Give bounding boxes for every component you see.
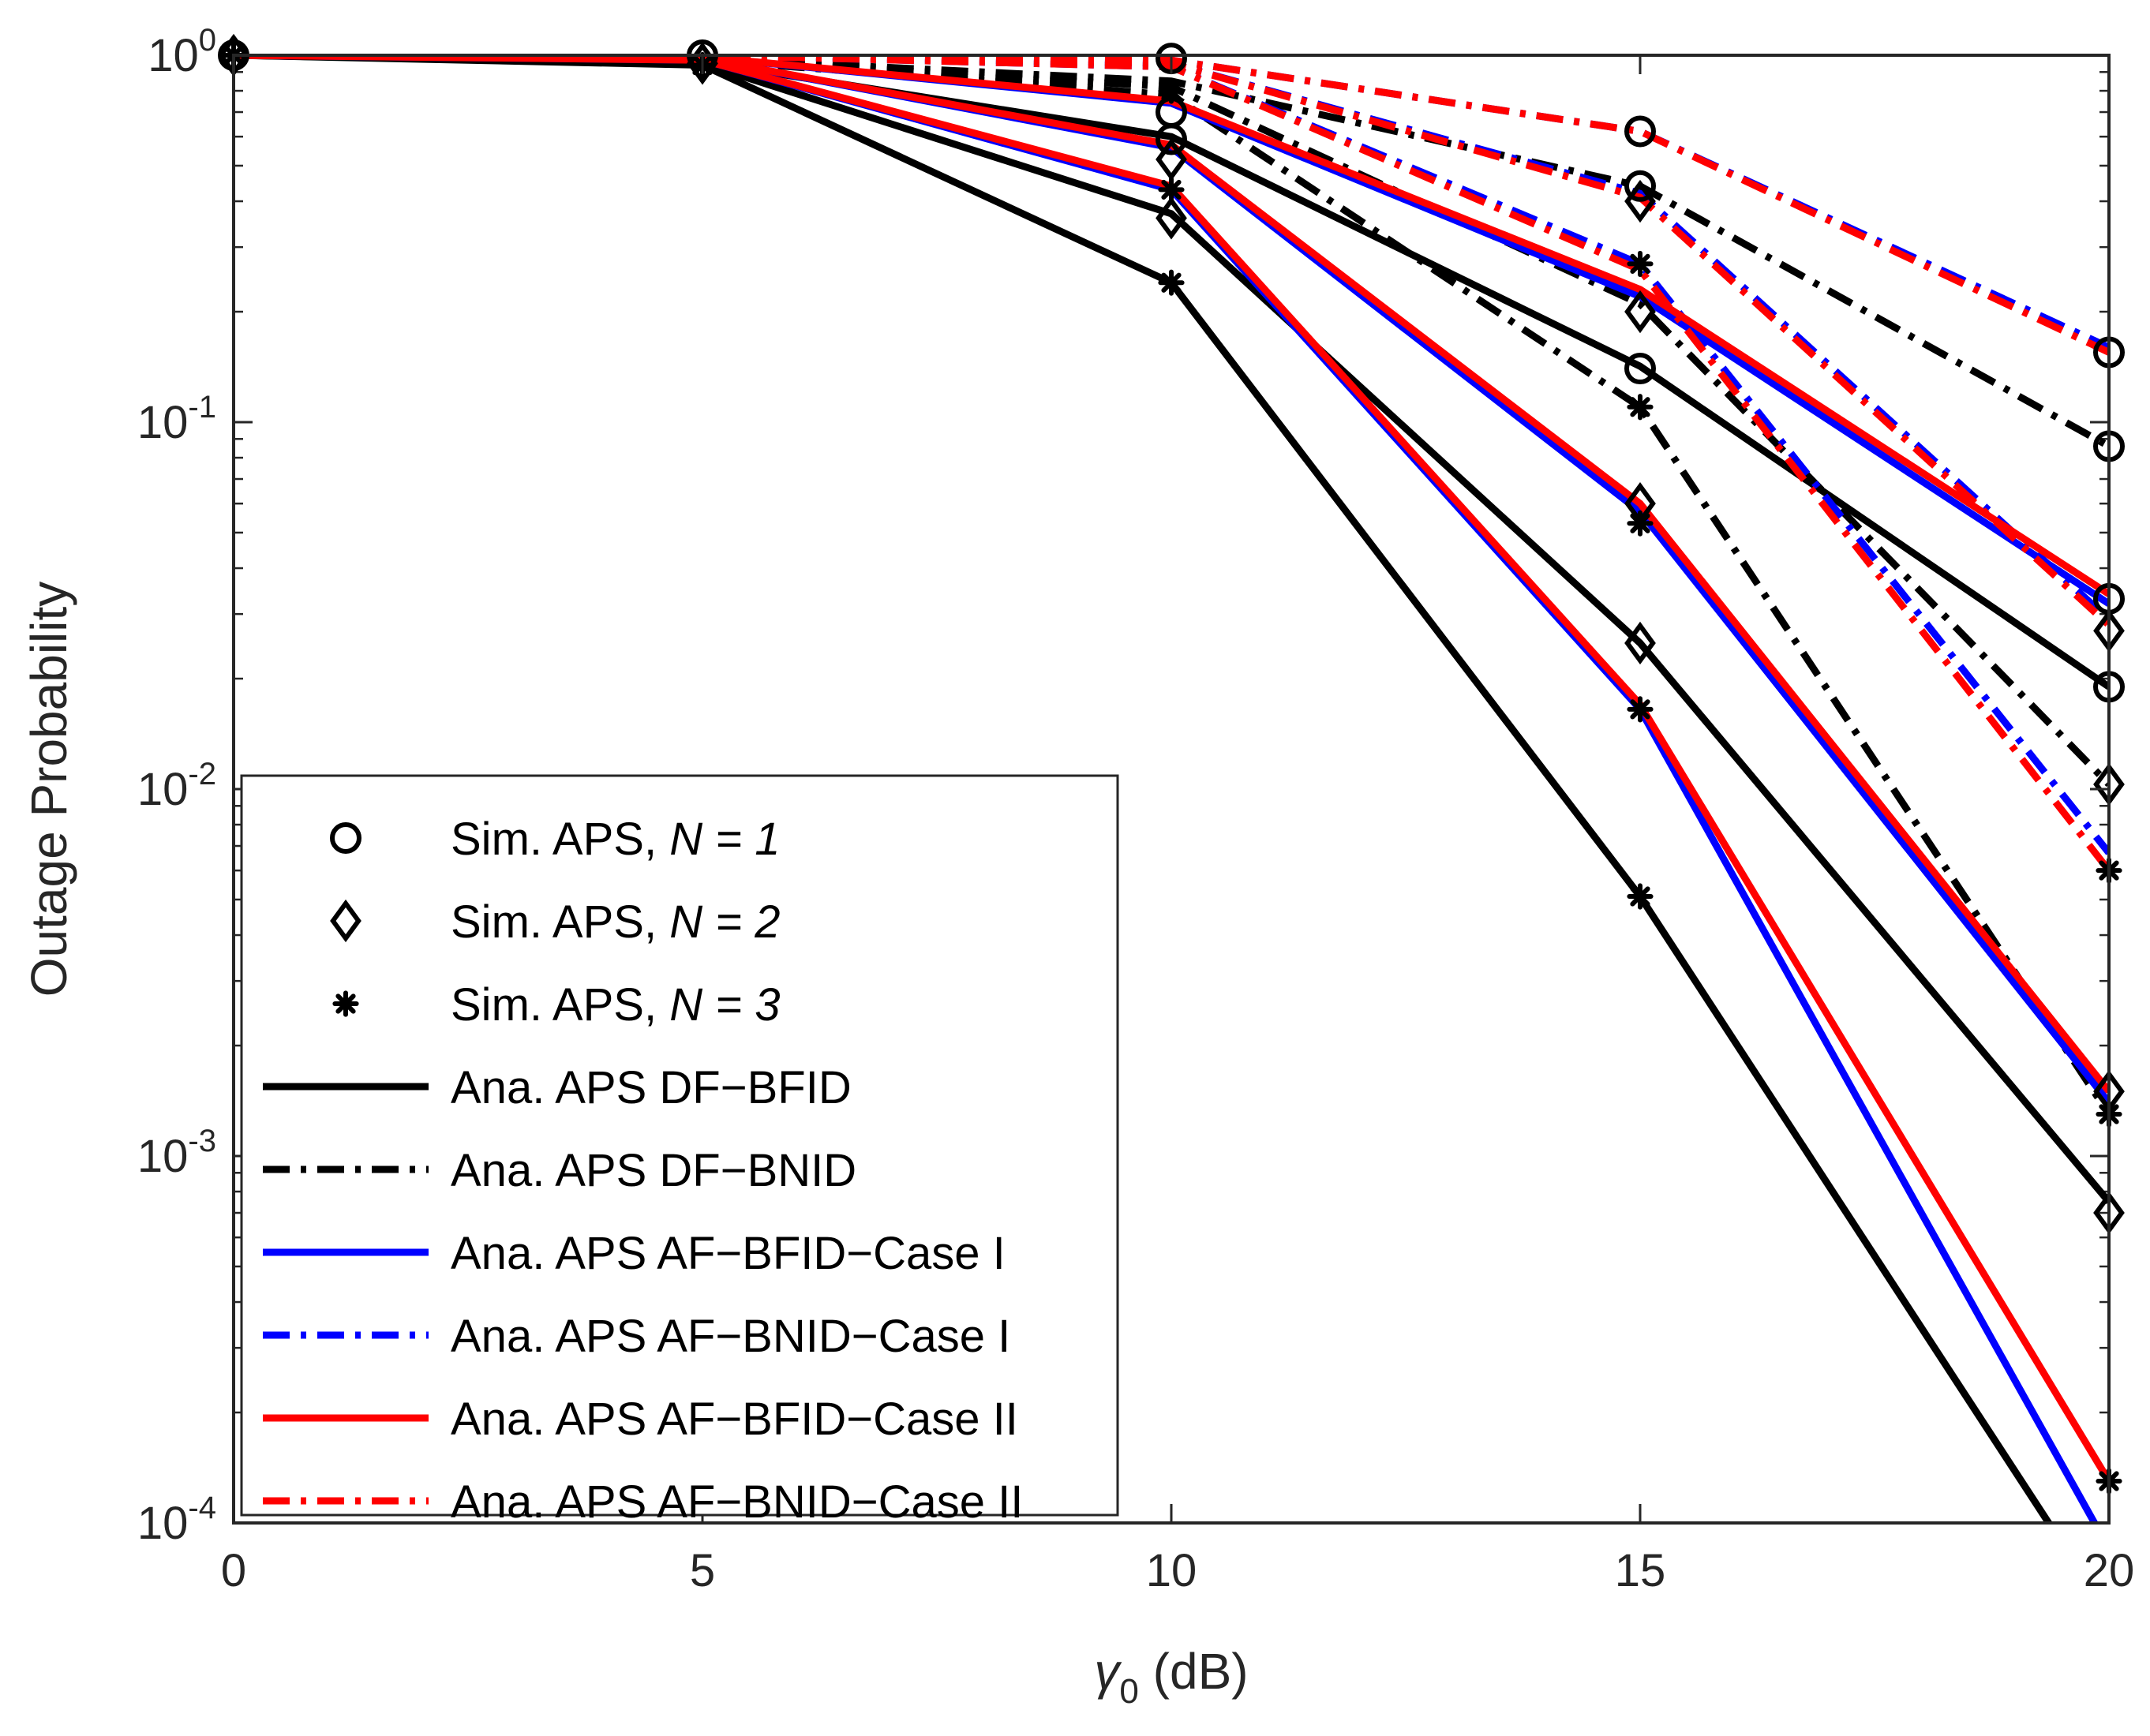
y-tick-label: 100 xyxy=(148,23,216,81)
legend-label: Sim. APS, N = 1 xyxy=(451,814,780,865)
legend-label: Ana. APS DF−BFID xyxy=(451,1062,852,1113)
marker-star-stroke xyxy=(1630,397,1650,417)
marker-circle-shape xyxy=(1624,115,1656,148)
legend-entry: Sim. APS, N = 2 xyxy=(330,896,780,948)
marker-star-stroke xyxy=(335,993,356,1014)
legend-label: Sim. APS, N = 3 xyxy=(451,979,780,1031)
marker-layer xyxy=(218,33,2125,1495)
y-tick-label: 10-3 xyxy=(137,1124,216,1182)
marker-star-stroke xyxy=(1161,272,1182,293)
legend-marker-circle xyxy=(330,822,361,854)
y-tick-label: 10-4 xyxy=(137,1491,216,1549)
marker-circle-shape xyxy=(1624,170,1656,202)
marker-star-stroke xyxy=(1630,699,1650,720)
marker-star-stroke xyxy=(1161,179,1182,200)
data-marker-circle xyxy=(1156,123,1187,155)
data-marker-star xyxy=(1627,883,1654,910)
data-marker-diamond xyxy=(1624,179,1656,223)
axes-layer: 0 5 10 15 20 100 10-1 10-2 10-3 10-4 xyxy=(137,23,2134,1596)
data-marker-circle xyxy=(1624,115,1656,148)
x-tick-label: 0 xyxy=(221,1545,246,1596)
y-axis-label: Outage Probability xyxy=(21,582,77,997)
legend-entry: Ana. APS AF−BNID−Case II xyxy=(263,1476,1023,1528)
x-tick-label: 10 xyxy=(1146,1545,1197,1596)
marker-diamond-shape xyxy=(1156,196,1187,240)
legend-label: Ana. APS AF−BFID−Case II xyxy=(451,1394,1018,1445)
marker-diamond-shape xyxy=(1624,179,1656,223)
marker-circle-shape xyxy=(1624,353,1656,385)
data-marker-diamond xyxy=(1624,290,1656,334)
x-axis-label: γ0 (dB) xyxy=(1094,1643,1248,1711)
y-tick-label: 10-1 xyxy=(137,390,216,448)
marker-diamond-shape xyxy=(1624,290,1656,334)
marker-star-stroke xyxy=(1161,80,1182,101)
marker-diamond-shape xyxy=(1624,621,1656,665)
legend-entry: Ana. APS AF−BFID−Case II xyxy=(263,1394,1018,1445)
data-marker-star xyxy=(1627,696,1654,723)
legend-marker-diamond xyxy=(330,899,361,943)
marker-circle-shape xyxy=(1156,123,1187,155)
legend-entry: Sim. APS, N = 1 xyxy=(330,814,780,865)
data-marker-diamond xyxy=(1624,621,1656,665)
data-marker-star xyxy=(1627,250,1654,278)
data-marker-circle xyxy=(1624,353,1656,385)
data-marker-star xyxy=(1158,176,1185,204)
data-marker-diamond xyxy=(1156,196,1187,240)
marker-circle-shape xyxy=(330,822,361,854)
marker-star-stroke xyxy=(1630,513,1650,533)
legend-label: Sim. APS, N = 2 xyxy=(451,896,780,948)
x-tick-label: 5 xyxy=(690,1545,715,1596)
data-marker-star xyxy=(1627,510,1654,537)
legend-label: Ana. APS AF−BNID−Case I xyxy=(451,1311,1010,1362)
axis-labels: γ0 (dB) Outage Probability xyxy=(21,582,1249,1711)
data-marker-circle xyxy=(1624,170,1656,202)
legend-entry: Ana. APS AF−BFID−Case I xyxy=(263,1228,1006,1279)
legend-entry: Ana. APS DF−BNID xyxy=(263,1145,856,1196)
marker-star-stroke xyxy=(1630,886,1650,907)
legend-label: Ana. APS AF−BNID−Case II xyxy=(451,1476,1023,1528)
legend-entry: Ana. APS DF−BFID xyxy=(263,1062,852,1113)
legend-entry: Sim. APS, N = 3 xyxy=(332,979,780,1031)
legend-entry: Ana. APS AF−BNID−Case I xyxy=(263,1311,1010,1362)
data-marker-star xyxy=(1158,77,1185,104)
x-tick-label: 20 xyxy=(2084,1545,2135,1596)
y-tick-label: 10-2 xyxy=(137,757,216,815)
x-tick-label: 15 xyxy=(1615,1545,1666,1596)
marker-diamond-shape xyxy=(330,899,361,943)
marker-star-stroke xyxy=(1630,253,1650,275)
legend-marker-star xyxy=(332,990,359,1017)
legend-box xyxy=(240,774,1119,1517)
legend: Sim. APS, N = 1 Sim. APS, N = 2 Sim. APS, … xyxy=(240,774,1119,1528)
legend-label: Ana. APS DF−BNID xyxy=(451,1145,856,1196)
data-marker-star xyxy=(1627,394,1654,421)
legend-label: Ana. APS AF−BFID−Case I xyxy=(451,1228,1006,1279)
data-marker-star xyxy=(1158,269,1185,296)
